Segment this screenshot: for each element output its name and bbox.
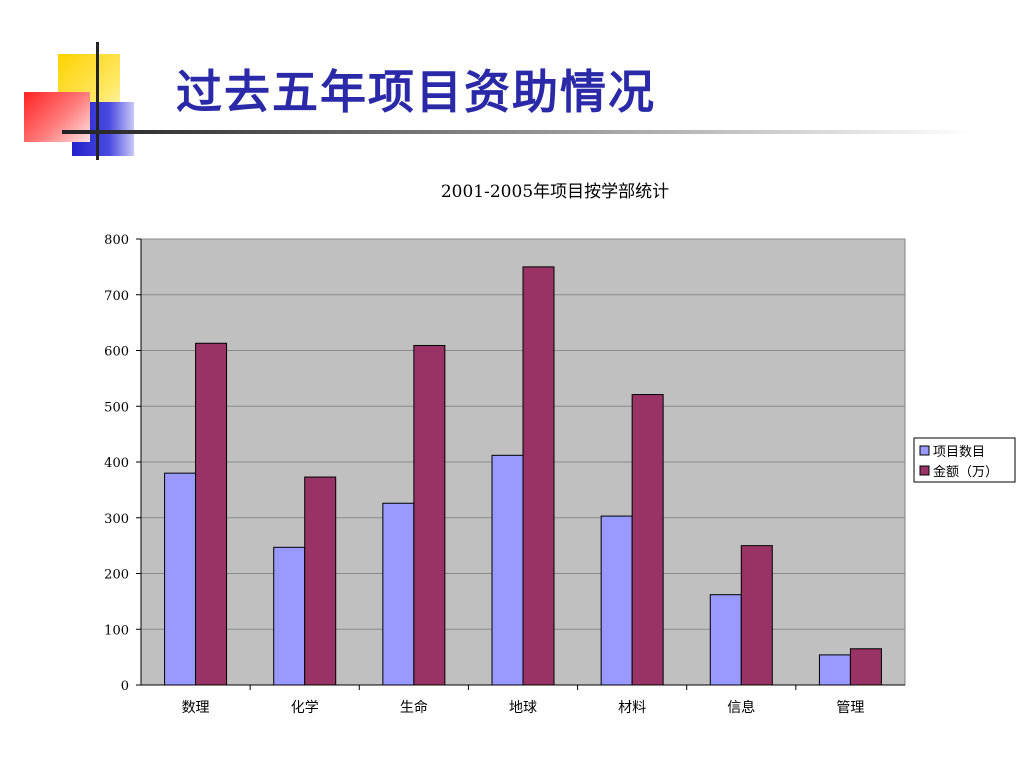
legend-swatch-series2 bbox=[919, 465, 930, 476]
legend-label-series1: 项目数目 bbox=[933, 445, 985, 460]
bar-series1-2 bbox=[382, 502, 415, 686]
chart-title: 2001-2005年项目按学部统计 bbox=[441, 182, 669, 202]
bar-series2-4 bbox=[631, 394, 664, 686]
y-tick-label: 100 bbox=[104, 623, 129, 638]
y-tick-label: 400 bbox=[104, 456, 129, 471]
bar-series2-3 bbox=[522, 266, 555, 686]
x-tick-label: 数理 bbox=[182, 700, 210, 716]
y-tick-label: 0 bbox=[121, 679, 129, 694]
bar-series1-6 bbox=[818, 654, 851, 686]
y-tick-label: 200 bbox=[104, 568, 129, 583]
x-tick-label: 管理 bbox=[836, 700, 864, 716]
y-tick-label: 600 bbox=[104, 345, 129, 360]
bar-series2-5 bbox=[740, 545, 773, 686]
bar-series1-3 bbox=[491, 454, 524, 686]
y-tick-label: 700 bbox=[104, 289, 129, 304]
legend-swatch-series1 bbox=[919, 445, 930, 456]
y-tick-label: 300 bbox=[104, 512, 129, 527]
x-tick-label: 地球 bbox=[509, 700, 537, 716]
bar-series1-0 bbox=[164, 472, 197, 686]
legend-box bbox=[913, 437, 1016, 483]
bar-series2-1 bbox=[304, 476, 337, 686]
bar-series2-0 bbox=[195, 342, 228, 686]
legend-label-series2: 金额（万） bbox=[933, 464, 998, 480]
y-tick-label: 800 bbox=[104, 233, 129, 248]
bar-series1-4 bbox=[600, 515, 633, 686]
bar-series2-6 bbox=[849, 648, 882, 686]
bar-series1-5 bbox=[709, 594, 742, 686]
y-tick-label: 500 bbox=[104, 400, 129, 415]
decorative-vertical-line bbox=[96, 42, 99, 160]
page-title: 过去五年项目资助情况 bbox=[176, 65, 656, 119]
bar-series2-2 bbox=[413, 344, 446, 686]
title-underline bbox=[62, 130, 972, 134]
x-tick-label: 信息 bbox=[727, 699, 755, 716]
x-tick-label: 化学 bbox=[291, 700, 319, 716]
x-tick-label: 材料 bbox=[618, 700, 646, 716]
bar-series1-1 bbox=[273, 546, 306, 686]
x-tick-label: 生命 bbox=[400, 699, 428, 716]
